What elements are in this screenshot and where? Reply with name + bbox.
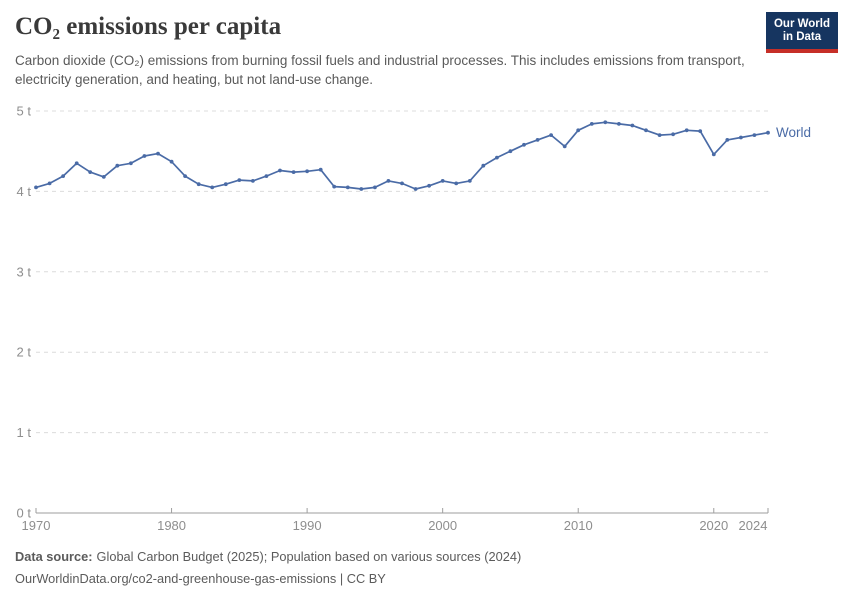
data-point-1983 [210,185,215,190]
data-point-2021 [725,138,730,142]
data-point-2018 [684,128,689,133]
data-point-2014 [630,123,635,128]
data-point-1990 [305,169,309,174]
data-point-2011 [589,122,594,126]
data-point-1985 [237,178,242,183]
x-tick-label: 1980 [157,518,186,533]
data-point-1991 [318,167,323,172]
y-tick-label: 2 t [17,345,32,360]
data-point-1973 [74,161,79,166]
data-point-1992 [332,184,337,189]
data-point-2002 [467,179,472,183]
data-point-1972 [61,174,65,179]
data-point-2001 [454,181,459,186]
data-source-text: Global Carbon Budget (2025); Population … [96,549,522,564]
data-point-1978 [142,154,147,158]
chart-title: CO₂ emissions per capita [15,13,282,40]
data-point-1970 [34,185,38,190]
chart-subtitle: Carbon dioxide (CO₂) emissions from burn… [15,53,745,87]
data-point-1994 [359,187,364,191]
data-point-1976 [115,163,120,168]
data-point-2000 [440,179,445,183]
data-point-2010 [576,128,581,133]
data-point-1980 [169,159,174,164]
x-tick-label: 2000 [428,518,457,533]
data-point-1974 [88,170,93,175]
x-tick-label: 2010 [564,518,593,533]
owid-logo-line2: in Data [782,31,822,43]
data-point-2008 [549,133,553,138]
data-point-1984 [223,182,228,187]
data-point-1977 [129,161,133,166]
data-point-1987 [264,174,269,179]
x-tick-label: 1970 [22,518,51,533]
x-tick-label: 2020 [699,518,728,533]
data-point-2013 [617,122,621,126]
data-point-2016 [657,133,662,138]
data-point-2004 [495,155,499,160]
data-point-2024 [766,130,770,135]
data-point-2020 [711,152,716,157]
data-point-1998 [413,187,418,191]
y-tick-label: 0 t [17,506,32,521]
data-point-1988 [278,168,282,173]
data-point-1971 [47,181,52,186]
data-point-1986 [251,179,255,183]
chart-footer: Data source: Global Carbon Budget (2025);… [15,546,521,590]
x-tick-label: 2024 [739,518,768,533]
license-line: OurWorldinData.org/co2-and-greenhouse-ga… [15,571,386,586]
data-point-2007 [535,138,540,142]
data-point-1979 [156,151,160,156]
data-point-2023 [752,133,757,138]
y-tick-label: 1 t [17,425,32,440]
owid-logo-line1: Our World [773,18,830,30]
series-end-label[interactable]: World [776,125,811,140]
data-point-1997 [400,181,404,186]
x-tick-label: 1990 [293,518,322,533]
data-point-1995 [373,185,377,190]
y-tick-label: 3 t [17,264,32,279]
data-point-2005 [508,149,513,154]
data-point-1975 [101,175,106,179]
y-tick-label: 4 t [17,184,32,199]
y-tick-label: 5 t [17,104,32,119]
data-point-1981 [183,174,188,179]
data-point-1996 [386,179,391,183]
data-point-1989 [291,170,296,175]
data-point-2019 [698,129,703,134]
data-point-2017 [671,132,675,137]
data-point-2022 [739,135,743,140]
data-point-1982 [196,182,201,187]
data-point-2006 [522,142,526,147]
data-point-2012 [603,120,608,125]
data-point-1993 [345,185,350,190]
data-source-line: Data source: Global Carbon Budget (2025);… [15,546,521,568]
owid-logo[interactable]: Our World in Data [765,12,838,53]
data-point-2009 [562,144,567,149]
data-point-1999 [427,183,431,188]
data-point-2015 [644,128,648,133]
data-point-2003 [481,163,486,168]
data-source-label: Data source: [15,549,93,564]
